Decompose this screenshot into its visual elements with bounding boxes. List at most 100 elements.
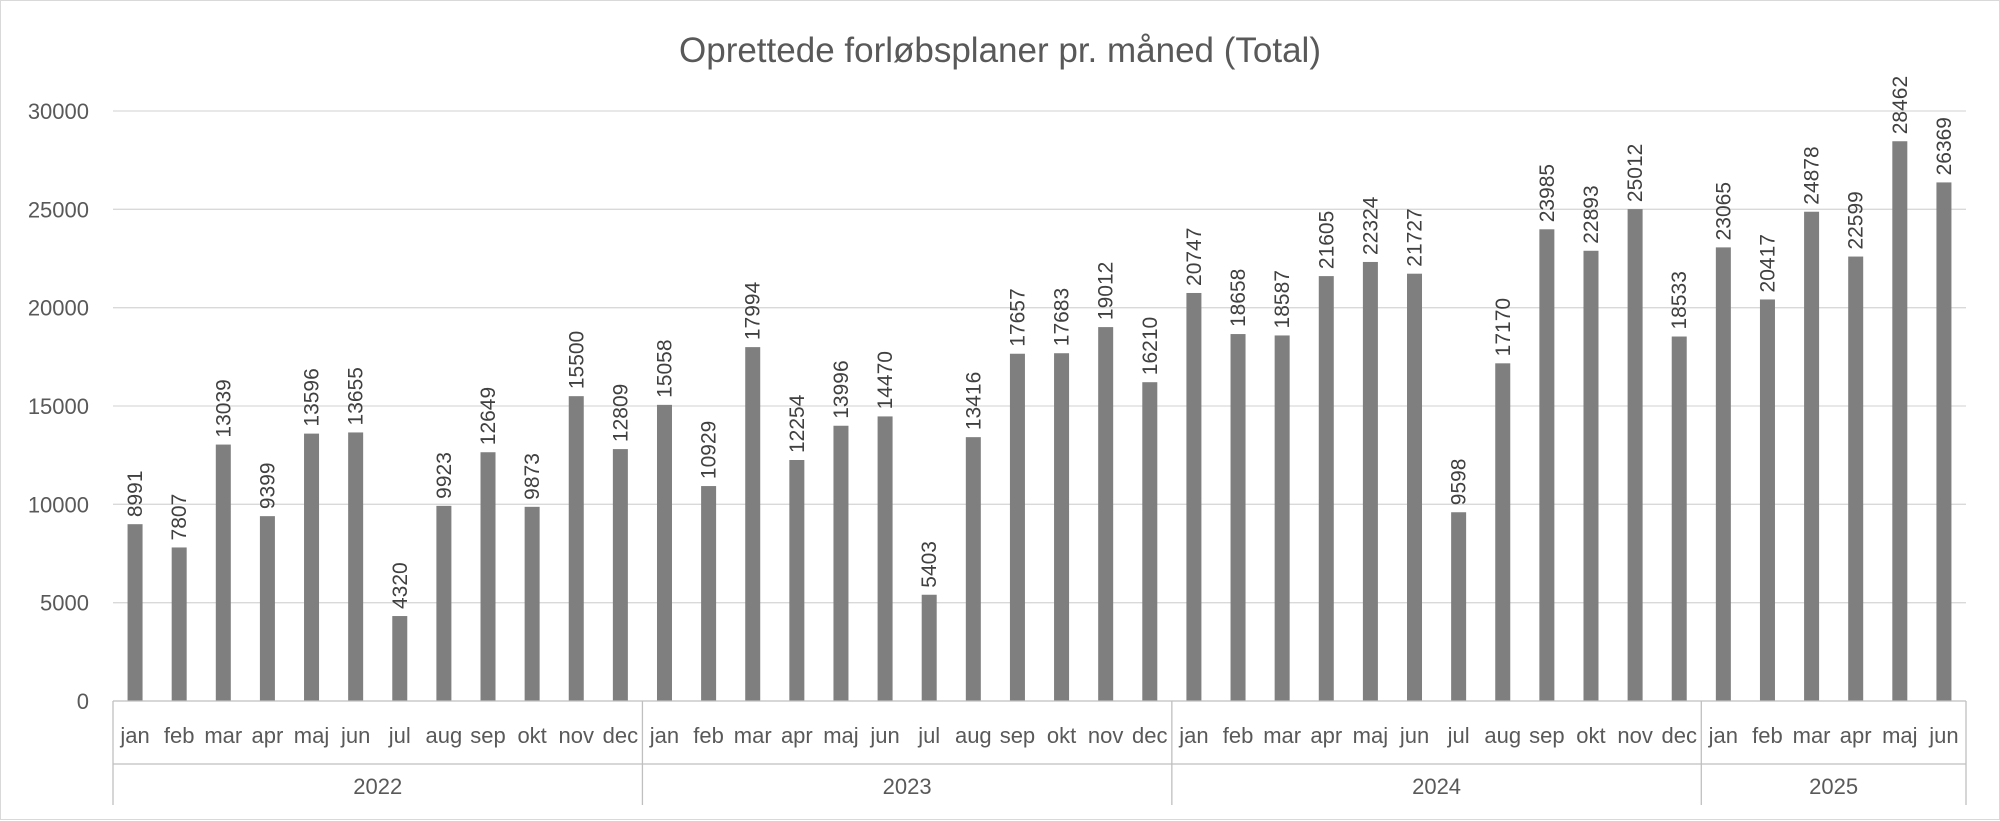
bar: [1407, 273, 1423, 701]
x-tick-label: feb: [164, 723, 195, 748]
x-tick-label: jun: [1928, 723, 1958, 748]
x-tick-label: jun: [340, 723, 370, 748]
data-label: 21727: [1404, 208, 1427, 266]
data-label: 15500: [565, 331, 588, 389]
x-tick-label: aug: [426, 723, 463, 748]
data-label: 20417: [1756, 234, 1779, 292]
year-label: 2024: [1412, 774, 1461, 799]
bar: [1671, 336, 1687, 701]
bar: [568, 396, 584, 701]
bar: [965, 437, 981, 701]
bar: [1186, 292, 1202, 701]
gridlines: [113, 110, 1966, 604]
x-tick-label: nov: [559, 723, 594, 748]
x-axis: jan feb mar apr maj jun jul aug sep okt nov dec2022…: [112, 700, 1967, 805]
data-label: 8991: [124, 470, 147, 517]
data-label: 16210: [1139, 317, 1162, 375]
x-tick-label: maj: [1353, 723, 1388, 748]
bar: [259, 516, 275, 701]
x-tick-label: sep: [1529, 723, 1564, 748]
data-label: 17994: [742, 281, 765, 340]
x-tick-label: jun: [1399, 723, 1429, 748]
bar: [348, 432, 364, 701]
x-tick-label: jun: [869, 723, 899, 748]
chart-title: Oprettede forløbsplaner pr. måned (Total…: [679, 31, 1321, 70]
year-label: 2025: [1809, 774, 1858, 799]
bar: [127, 524, 143, 701]
x-tick-label: okt: [517, 723, 546, 748]
y-axis: 0 5000 10000 15000 20000 25000 30000: [28, 99, 89, 714]
x-tick-label: maj: [294, 723, 329, 748]
bar: [1230, 334, 1246, 701]
bar: [656, 404, 672, 701]
bar: [436, 505, 452, 701]
x-tick-label: sep: [1000, 723, 1035, 748]
bar: [833, 425, 849, 701]
data-label: 13039: [212, 379, 235, 437]
bar: [789, 460, 805, 701]
data-label: 9598: [1448, 459, 1471, 506]
data-label: 13996: [830, 360, 853, 418]
data-label: 22599: [1845, 191, 1868, 249]
x-tick-label: jan: [1708, 723, 1738, 748]
x-tick-label: jul: [388, 723, 411, 748]
x-tick-label: aug: [1484, 723, 1521, 748]
data-label: 19012: [1095, 262, 1118, 320]
data-label: 4320: [389, 562, 412, 609]
bar: [745, 347, 761, 701]
bar: [1627, 209, 1643, 701]
bar: [1274, 335, 1290, 701]
x-tick-label: jan: [1178, 723, 1208, 748]
bar: [1142, 382, 1158, 701]
bar: [392, 616, 408, 701]
bar: [1892, 141, 1908, 702]
data-label: 18533: [1668, 271, 1691, 329]
bar: [1318, 276, 1334, 701]
y-tick-label: 10000: [28, 492, 89, 517]
x-tick-label: mar: [204, 723, 242, 748]
data-label: 12649: [477, 387, 500, 445]
data-label: 13416: [962, 372, 985, 430]
x-tick-label: mar: [1793, 723, 1831, 748]
data-label: 13596: [301, 368, 324, 426]
data-label: 12254: [786, 394, 809, 453]
data-label: 17683: [1051, 288, 1074, 346]
x-tick-label: feb: [1223, 723, 1254, 748]
x-tick-label: maj: [823, 723, 858, 748]
bar: [215, 444, 231, 701]
x-tick-label: dec: [1132, 723, 1167, 748]
data-label: 22893: [1580, 185, 1603, 243]
x-tick-label: sep: [470, 723, 505, 748]
x-tick-label: jul: [1447, 723, 1470, 748]
y-tick-label: 15000: [28, 394, 89, 419]
data-label: 10929: [698, 421, 721, 479]
bar: [1451, 512, 1467, 701]
data-label: 5403: [918, 541, 941, 588]
data-label: 9923: [433, 452, 456, 499]
year-label: 2023: [883, 774, 932, 799]
x-tick-label: apr: [1310, 723, 1342, 748]
bar: [1759, 299, 1775, 701]
x-tick-label: okt: [1047, 723, 1076, 748]
data-label: 18658: [1227, 269, 1250, 327]
bar: [1715, 247, 1731, 701]
data-label: 28462: [1889, 76, 1912, 134]
data-label: 14470: [874, 351, 897, 409]
bar: [480, 452, 496, 701]
data-label: 20747: [1183, 228, 1206, 286]
bar: [921, 594, 937, 701]
data-labels: 8991 7807 13039 9399 13596 13655 4320 9923 12649…: [124, 76, 1956, 609]
data-label: 13655: [345, 367, 368, 425]
x-tick-label: apr: [781, 723, 813, 748]
data-label: 12809: [609, 384, 632, 442]
bar: [171, 547, 187, 701]
y-tick-label: 25000: [28, 197, 89, 222]
x-tick-label: maj: [1882, 723, 1917, 748]
x-tick-label: feb: [693, 723, 724, 748]
bar: [1098, 327, 1114, 701]
bar: [1539, 229, 1555, 702]
bar: [1362, 261, 1378, 701]
bar: [1804, 211, 1820, 701]
